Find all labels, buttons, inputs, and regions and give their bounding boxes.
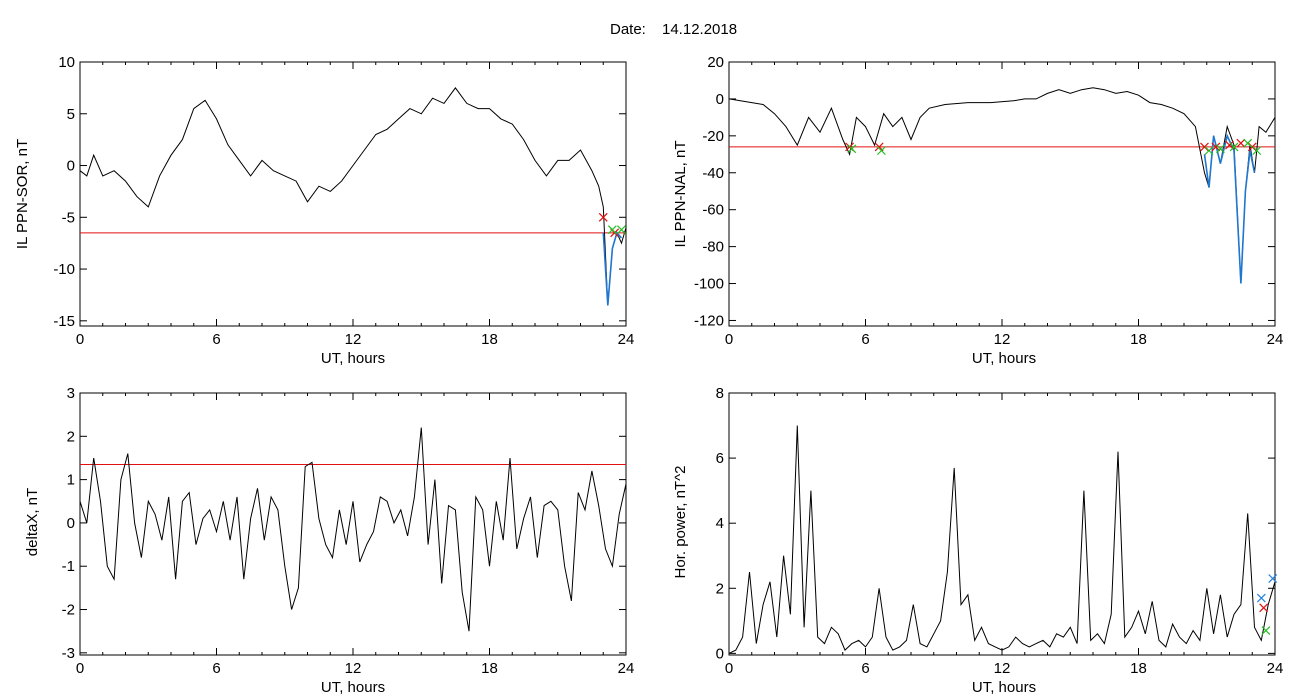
- x-tick-label: 18: [1130, 331, 1147, 348]
- plot-frame: [79, 61, 627, 327]
- y-tick-label: -100: [694, 276, 724, 293]
- x-tick-label: 6: [861, 331, 869, 348]
- extra-marker: [1268, 574, 1278, 583]
- y-tick-label: 2: [716, 580, 724, 597]
- x-tick-label: 24: [1267, 660, 1284, 677]
- y-tick-label: -3: [62, 645, 75, 662]
- y-tick-label: -120: [694, 312, 724, 329]
- x-tick-label: 0: [76, 331, 84, 348]
- y-tick-label: 5: [67, 106, 75, 123]
- y-axis-label: Hor. power, nT^2: [672, 466, 689, 579]
- x-axis-label: UT, hours: [972, 350, 1036, 367]
- x-tick-label: 12: [345, 331, 362, 348]
- extra-marker: [1256, 593, 1266, 603]
- panel-hor-power: Hor. power, nT^2 UT, hours 0 6 12 18 24 8 6 4 2 0: [672, 385, 1283, 696]
- y-tick-label: 8: [716, 385, 724, 402]
- series-line: [729, 87, 1275, 284]
- x-tick-label: 6: [212, 660, 220, 677]
- detected-segment-line: [602, 231, 623, 306]
- end-marker: [1261, 626, 1271, 636]
- y-tick-label: -20: [702, 128, 724, 145]
- panel-deltax: deltaX, nT UT, hours 0 6 12 18 24 3 2 1 0 -1 -2 -3: [24, 385, 634, 696]
- y-tick-label: 0: [67, 515, 75, 532]
- x-tick-label: 12: [345, 660, 362, 677]
- series-line: [729, 425, 1275, 654]
- y-tick-label: -10: [53, 261, 75, 278]
- y-tick-label: 2: [67, 428, 75, 445]
- x-tick-label: 18: [1130, 660, 1147, 677]
- start-marker: [1259, 603, 1269, 613]
- x-tick-label: 12: [994, 660, 1011, 677]
- y-tick-label: -5: [62, 209, 75, 226]
- x-tick-label: 6: [212, 331, 220, 348]
- x-tick-label: 0: [725, 660, 733, 677]
- detected-segment-line: [1203, 133, 1256, 284]
- y-tick-label: -80: [702, 239, 724, 256]
- end-marker: [617, 225, 626, 235]
- start-marker: [1247, 142, 1257, 152]
- y-axis-label: deltaX, nT: [24, 488, 41, 556]
- y-axis-label: IL PPN-SOR, nT: [14, 139, 31, 249]
- x-tick-label: 18: [481, 331, 498, 348]
- y-tick-label: 20: [707, 54, 724, 71]
- x-tick-label: 0: [725, 331, 733, 348]
- end-marker: [877, 146, 886, 156]
- start-marker: [1236, 138, 1246, 148]
- end-marker: [1204, 146, 1214, 156]
- y-tick-label: -2: [62, 602, 75, 619]
- x-tick-label: 0: [76, 660, 84, 677]
- y-tick-label: -1: [62, 558, 75, 575]
- x-tick-label: 24: [1267, 331, 1284, 348]
- x-axis-label: UT, hours: [321, 679, 385, 696]
- end-marker: [1252, 146, 1262, 156]
- y-tick-label: -40: [702, 165, 724, 182]
- x-axis-label: UT, hours: [321, 350, 385, 367]
- end-marker: [847, 144, 857, 154]
- y-tick-label: 4: [716, 515, 724, 532]
- y-tick-label: 0: [67, 158, 75, 175]
- series-line: [80, 427, 626, 632]
- end-marker: [607, 225, 617, 235]
- x-tick-label: 24: [618, 660, 635, 677]
- plot-frame: [728, 392, 1276, 656]
- end-marker: [1243, 138, 1253, 148]
- y-tick-label: -60: [702, 202, 724, 219]
- y-tick-label: -15: [53, 313, 75, 330]
- x-tick-label: 12: [994, 331, 1011, 348]
- y-tick-label: 0: [716, 91, 724, 108]
- y-tick-label: 0: [716, 645, 724, 662]
- y-tick-label: 10: [58, 54, 75, 71]
- y-axis-label: IL PPN-NAL, nT: [672, 141, 689, 248]
- y-tick-label: 1: [67, 472, 75, 489]
- plot-frame: [79, 392, 627, 656]
- y-tick-label: 3: [67, 385, 75, 402]
- date-label: Date:: [610, 21, 646, 38]
- panel-il-ppn-nal: IL PPN-NAL, nT UT, hours 0 6 12 18 24 20 0 -20 -…: [672, 54, 1283, 367]
- y-tick-label: 6: [716, 450, 724, 467]
- panel-il-ppn-sor: IL PPN-SOR, nT UT, hours 0 6 12 18 24 10 5 0 -5 -…: [14, 54, 634, 367]
- series-line: [80, 87, 626, 306]
- start-marker: [1211, 142, 1221, 152]
- date-value: 14.12.2018: [662, 21, 737, 38]
- x-tick-label: 6: [861, 660, 869, 677]
- x-axis-label: UT, hours: [972, 679, 1036, 696]
- end-marker: [1215, 144, 1225, 154]
- x-tick-label: 24: [618, 331, 635, 348]
- start-marker: [1225, 140, 1234, 150]
- start-marker: [1200, 142, 1209, 152]
- end-marker: [1229, 142, 1239, 152]
- start-marker: [598, 212, 608, 222]
- x-tick-label: 18: [481, 660, 498, 677]
